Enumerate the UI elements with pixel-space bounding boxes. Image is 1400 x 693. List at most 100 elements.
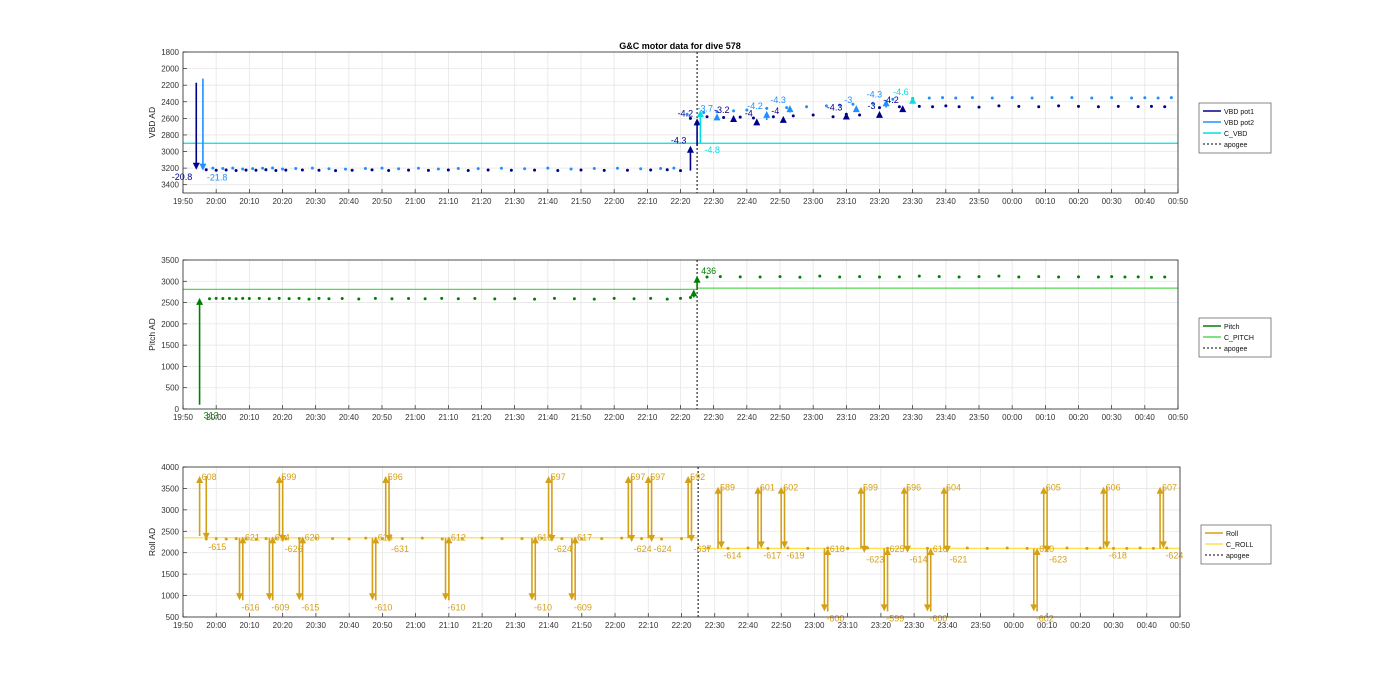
x-tick-label: 21:00 xyxy=(405,413,426,422)
move-arrow-head xyxy=(842,112,850,120)
x-tick-label: 23:40 xyxy=(936,197,957,206)
move-arrow-head xyxy=(686,145,694,153)
x-tick-label: 21:00 xyxy=(405,197,426,206)
data-point xyxy=(254,537,258,541)
data-point xyxy=(1077,275,1080,279)
data-point xyxy=(659,167,663,171)
y-tick-label: 2800 xyxy=(161,131,179,140)
move-arrow-head xyxy=(927,548,935,555)
data-point xyxy=(251,167,255,171)
move-arrow-head xyxy=(860,545,868,553)
move-label: -623 xyxy=(1049,555,1067,565)
y-tick-label: 2500 xyxy=(161,299,179,308)
move-label: -615 xyxy=(208,542,226,552)
move-label: -637 xyxy=(693,544,711,554)
x-tick-label: 21:10 xyxy=(439,621,460,630)
data-point xyxy=(831,115,835,119)
move-label: 625 xyxy=(890,544,905,554)
data-point xyxy=(300,168,304,172)
data-point xyxy=(387,169,391,173)
data-point xyxy=(1030,96,1034,100)
x-tick-label: 22:40 xyxy=(738,621,759,630)
move-arrow-head xyxy=(196,297,204,305)
x-tick-label: 20:20 xyxy=(273,621,294,630)
x-tick-label: 21:30 xyxy=(505,197,526,206)
data-point xyxy=(287,297,291,301)
x-tick-label: 20:20 xyxy=(272,413,293,422)
legend-entry: apogee xyxy=(1226,553,1249,560)
data-point xyxy=(602,168,606,172)
data-point xyxy=(705,115,709,119)
data-point xyxy=(520,537,524,541)
data-point xyxy=(331,537,335,541)
x-tick-label: 19:50 xyxy=(173,197,194,206)
move-arrow-head xyxy=(265,593,273,601)
data-point xyxy=(931,105,935,109)
y-tick-label: 500 xyxy=(166,384,180,393)
x-tick-label: 23:30 xyxy=(903,197,924,206)
x-tick-label: 20:30 xyxy=(306,197,327,206)
move-arrow-head xyxy=(690,289,698,297)
data-point xyxy=(513,297,517,301)
move-label: 601 xyxy=(760,483,775,493)
data-point xyxy=(965,546,969,550)
move-arrow-head xyxy=(884,548,892,555)
x-tick-label: 21:40 xyxy=(538,197,559,206)
chart-panel-2: 19:50 20:00 20:10 20:20 20:30 20:40 20:50 21:00… xyxy=(147,256,1272,422)
move-arrow-head xyxy=(909,96,917,104)
move-arrow-head xyxy=(382,476,390,483)
data-point xyxy=(897,105,901,109)
x-tick-label: 20:50 xyxy=(372,621,393,630)
data-point xyxy=(679,296,682,300)
data-point xyxy=(758,275,762,279)
x-tick-label: 21:40 xyxy=(538,413,559,422)
move-label: -614 xyxy=(909,555,927,565)
move-arrow-head xyxy=(648,535,656,542)
data-point xyxy=(785,106,789,110)
x-tick-label: 20:10 xyxy=(239,197,260,206)
data-point xyxy=(244,168,248,172)
move-label: -3 xyxy=(844,95,852,105)
move-label: 597 xyxy=(551,472,566,482)
x-tick-label: 20:40 xyxy=(339,197,360,206)
move-label: 616 xyxy=(537,532,552,542)
data-point xyxy=(1169,96,1173,100)
move-arrow-head xyxy=(900,486,908,494)
figure-title: G&C motor data for dive 578 xyxy=(619,41,741,51)
move-label: -609 xyxy=(574,602,592,612)
move-arrow-head xyxy=(275,476,283,483)
move-label: 597 xyxy=(630,472,645,482)
data-point xyxy=(317,168,321,172)
move-arrow-head xyxy=(940,486,948,494)
move-label: 618 xyxy=(830,544,845,554)
data-point xyxy=(436,167,440,171)
data-point xyxy=(1065,546,1069,550)
x-tick-label: 21:20 xyxy=(472,621,493,630)
move-arrow-head xyxy=(757,541,765,549)
move-arrow-head xyxy=(1103,541,1111,549)
data-point xyxy=(997,104,1001,108)
legend-entry: apogee xyxy=(1224,142,1247,149)
move-label: -616 xyxy=(241,602,259,612)
data-point xyxy=(1110,96,1114,100)
move-arrow-head xyxy=(943,545,951,553)
move-arrow-head xyxy=(624,476,632,483)
data-point xyxy=(977,275,981,279)
data-point xyxy=(990,96,994,100)
x-tick-label: 21:20 xyxy=(471,197,492,206)
data-point xyxy=(878,275,881,279)
data-point xyxy=(1149,104,1153,108)
data-point xyxy=(639,167,643,171)
x-tick-label: 00:50 xyxy=(1168,197,1189,206)
move-arrow-head xyxy=(548,535,556,542)
y-tick-label: 1800 xyxy=(161,48,179,57)
data-point xyxy=(281,167,284,171)
data-point xyxy=(214,168,218,172)
data-point xyxy=(824,104,828,108)
y-tick-label: 500 xyxy=(166,613,180,622)
data-point xyxy=(1163,275,1167,279)
data-point xyxy=(944,104,948,108)
move-label: -3.7 xyxy=(697,103,713,113)
x-tick-label: 22:10 xyxy=(638,621,659,630)
x-tick-label: 20:50 xyxy=(372,413,393,422)
